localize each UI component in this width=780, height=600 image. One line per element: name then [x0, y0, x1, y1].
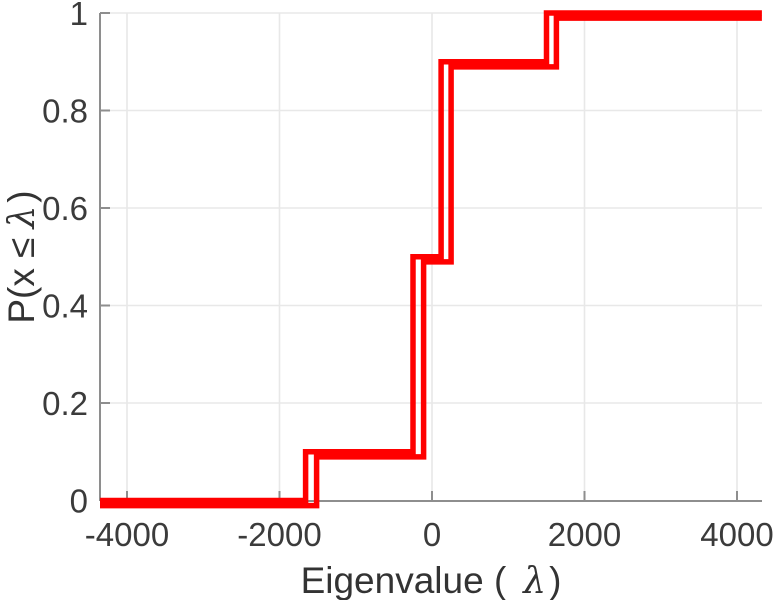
- x-axis-label: Eigenvalue ( λ): [301, 560, 562, 600]
- y-tick-label: 0.8: [42, 93, 88, 130]
- lambda-symbol: λ: [2, 206, 43, 231]
- x-tick-label: -2000: [237, 516, 321, 553]
- y-axis-label-text: P(x ≤: [1, 238, 42, 324]
- lambda-symbol: λ: [521, 561, 546, 600]
- x-tick-label: 0: [423, 516, 441, 553]
- ecdf-curve-1: [100, 10, 762, 504]
- x-axis-label-text: Eigenvalue (: [301, 560, 507, 600]
- x-tick-label: -4000: [85, 516, 169, 553]
- x-tick-labels: -4000 -2000 0 2000 4000: [85, 516, 774, 553]
- y-tick-label: 1: [70, 0, 88, 32]
- y-tick-label: 0.6: [42, 190, 88, 227]
- y-gridlines: [100, 12, 762, 404]
- x-axis-label-close-paren: ): [549, 560, 561, 600]
- x-tick-label: 2000: [548, 516, 621, 553]
- y-axis-label: P(x ≤ λ): [1, 190, 43, 323]
- y-axis-label-close-paren: ): [1, 190, 42, 202]
- ecdf-curve-2: [100, 15, 762, 509]
- x-tick-label: 4000: [700, 516, 773, 553]
- y-tick-label: 0: [70, 483, 88, 520]
- y-tick-label: 0.2: [42, 385, 88, 422]
- y-tick-label: 0.4: [42, 288, 88, 325]
- ecdf-step-curves: [100, 10, 762, 509]
- y-tick-labels: 0 0.2 0.4 0.6 0.8 1: [42, 0, 88, 520]
